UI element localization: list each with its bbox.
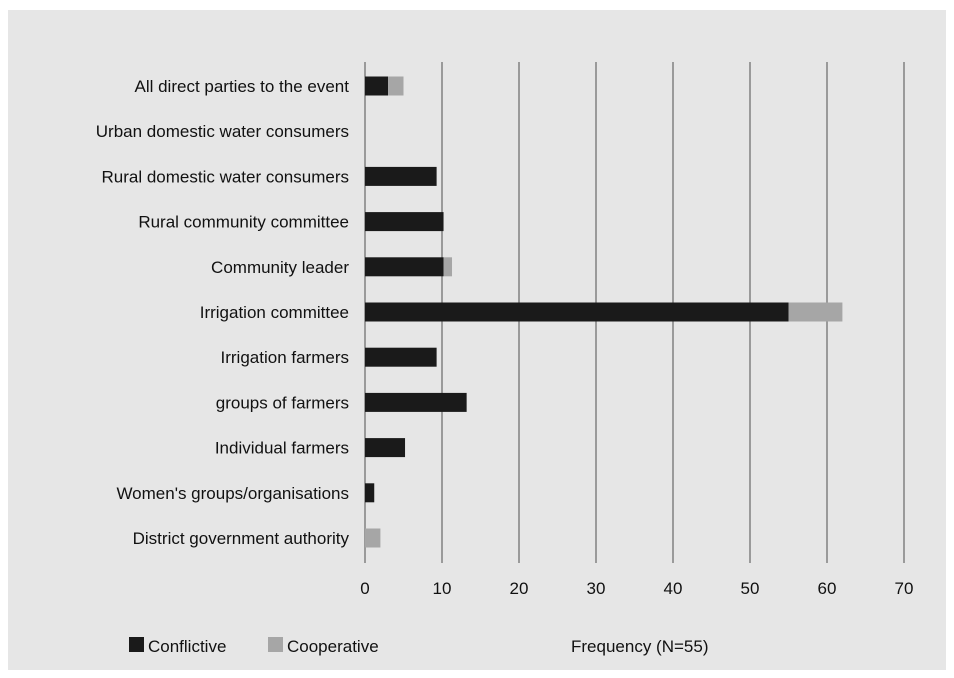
chart-panel: All direct parties to the event Urban dom… bbox=[8, 10, 946, 670]
category-label-7: groups of farmers bbox=[216, 393, 349, 412]
category-label-9: Women's groups/organisations bbox=[116, 484, 349, 503]
bar-conflictive-6 bbox=[365, 348, 437, 367]
category-label-1: Urban domestic water consumers bbox=[96, 122, 349, 141]
x-tick-label-2: 20 bbox=[510, 579, 529, 598]
x-tick-label-5: 50 bbox=[741, 579, 760, 598]
x-tick-label-3: 30 bbox=[587, 579, 606, 598]
x-tick-label-4: 40 bbox=[664, 579, 683, 598]
bars bbox=[365, 77, 842, 548]
bar-cooperative-4 bbox=[444, 257, 452, 276]
category-label-4: Community leader bbox=[211, 258, 349, 277]
bar-conflictive-3 bbox=[365, 212, 444, 231]
legend-label-cooperative: Cooperative bbox=[287, 637, 379, 656]
legend-swatch-cooperative bbox=[268, 637, 283, 652]
bar-cooperative-0 bbox=[388, 77, 403, 96]
category-label-6: Irrigation farmers bbox=[221, 348, 349, 367]
legend: Conflictive Cooperative bbox=[129, 637, 379, 656]
bar-conflictive-9 bbox=[365, 483, 374, 502]
category-label-0: All direct parties to the event bbox=[134, 77, 349, 96]
bar-chart: All direct parties to the event Urban dom… bbox=[8, 10, 946, 670]
bar-conflictive-0 bbox=[365, 77, 388, 96]
bar-conflictive-5 bbox=[365, 303, 789, 322]
bar-conflictive-7 bbox=[365, 393, 467, 412]
x-tick-label-6: 60 bbox=[818, 579, 837, 598]
category-label-2: Rural domestic water consumers bbox=[101, 167, 349, 186]
legend-swatch-conflictive bbox=[129, 637, 144, 652]
bar-conflictive-4 bbox=[365, 257, 444, 276]
x-axis-label: Frequency (N=55) bbox=[571, 637, 708, 656]
bar-conflictive-8 bbox=[365, 438, 405, 457]
category-label-8: Individual farmers bbox=[215, 439, 349, 458]
legend-label-conflictive: Conflictive bbox=[148, 637, 226, 656]
category-label-3: Rural community committee bbox=[138, 213, 349, 232]
category-label-5: Irrigation committee bbox=[200, 303, 349, 322]
bar-cooperative-10 bbox=[365, 529, 380, 548]
x-tick-label-1: 10 bbox=[433, 579, 452, 598]
x-tick-labels: 0 10 20 30 40 50 60 70 bbox=[360, 579, 913, 598]
category-label-10: District government authority bbox=[133, 529, 350, 548]
bar-conflictive-2 bbox=[365, 167, 437, 186]
x-tick-label-0: 0 bbox=[360, 579, 369, 598]
bar-cooperative-5 bbox=[789, 303, 843, 322]
category-labels: All direct parties to the event Urban dom… bbox=[96, 77, 350, 548]
x-tick-label-7: 70 bbox=[895, 579, 914, 598]
